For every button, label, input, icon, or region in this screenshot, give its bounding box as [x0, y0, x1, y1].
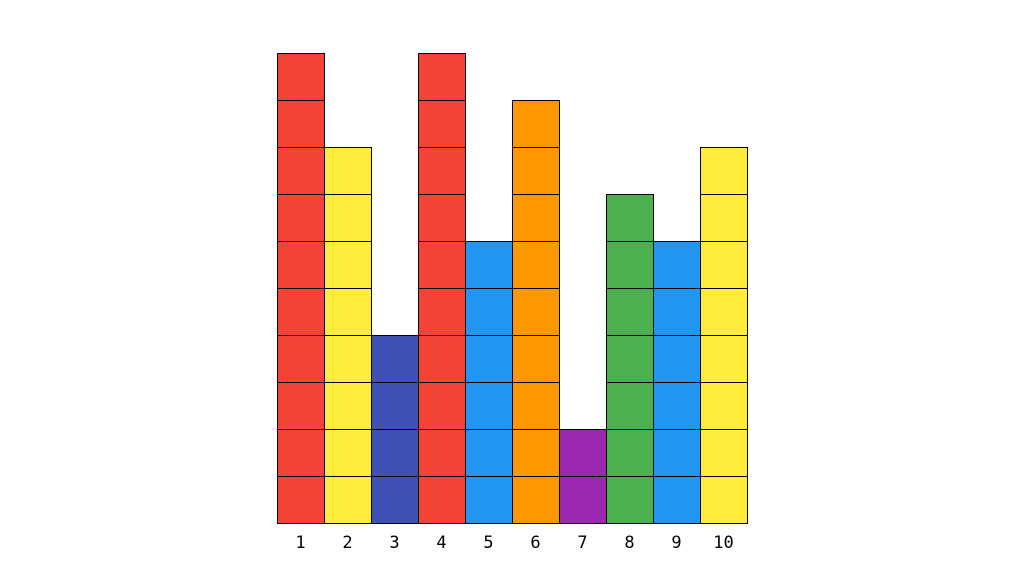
- bar-10-block-1: [700, 476, 748, 524]
- x-tick-label-6: 6: [530, 533, 540, 553]
- bar-9: [653, 241, 701, 524]
- bar-8-block-5: [606, 288, 654, 336]
- bar-5-block-1: [465, 476, 513, 524]
- bar-1-block-7: [277, 194, 325, 242]
- x-tick-label-5: 5: [483, 533, 493, 553]
- x-tick-label-7: 7: [577, 533, 587, 553]
- bar-5-block-5: [465, 288, 513, 336]
- bar-4-block-10: [418, 53, 466, 101]
- bar-9-block-6: [653, 241, 701, 289]
- bar-9-block-3: [653, 382, 701, 430]
- bar-1: [277, 53, 325, 524]
- bar-4-block-4: [418, 335, 466, 383]
- bar-10-block-3: [700, 382, 748, 430]
- bar-10-block-7: [700, 194, 748, 242]
- bar-1-block-6: [277, 241, 325, 289]
- bar-10-block-5: [700, 288, 748, 336]
- bar-6-block-8: [512, 147, 560, 195]
- bar-3-block-2: [371, 429, 419, 477]
- bar-4-block-5: [418, 288, 466, 336]
- bar-9-block-5: [653, 288, 701, 336]
- bar-1-block-2: [277, 429, 325, 477]
- bar-5: [465, 241, 513, 524]
- bar-5-block-4: [465, 335, 513, 383]
- bars-group: [277, 53, 748, 524]
- bar-4-block-6: [418, 241, 466, 289]
- bar-6-block-7: [512, 194, 560, 242]
- bar-4: [418, 53, 466, 524]
- bar-6-block-2: [512, 429, 560, 477]
- bar-8-block-6: [606, 241, 654, 289]
- x-tick-label-10: 10: [713, 533, 733, 553]
- x-tick-label-8: 8: [624, 533, 634, 553]
- bar-5-block-2: [465, 429, 513, 477]
- bar-2-block-1: [324, 476, 372, 524]
- x-tick-label-2: 2: [342, 533, 352, 553]
- bar-8: [606, 194, 654, 524]
- bar-5-block-3: [465, 382, 513, 430]
- bar-2-block-7: [324, 194, 372, 242]
- bar-6-block-4: [512, 335, 560, 383]
- bar-1-block-8: [277, 147, 325, 195]
- bar-6-block-1: [512, 476, 560, 524]
- bar-4-block-1: [418, 476, 466, 524]
- bar-6: [512, 100, 560, 524]
- x-tick-label-3: 3: [389, 533, 399, 553]
- bar-10-block-2: [700, 429, 748, 477]
- bar-6-block-5: [512, 288, 560, 336]
- bar-1-block-10: [277, 53, 325, 101]
- bar-9-block-2: [653, 429, 701, 477]
- bar-10: [700, 147, 748, 524]
- bar-8-block-1: [606, 476, 654, 524]
- bar-9-block-1: [653, 476, 701, 524]
- bar-3: [371, 335, 419, 524]
- bar-6-block-3: [512, 382, 560, 430]
- bar-3-block-3: [371, 382, 419, 430]
- bar-8-block-4: [606, 335, 654, 383]
- bar-4-block-8: [418, 147, 466, 195]
- bar-7-block-2: [559, 429, 607, 477]
- bar-4-block-9: [418, 100, 466, 148]
- bar-2-block-8: [324, 147, 372, 195]
- bar-10-block-8: [700, 147, 748, 195]
- bar-3-block-4: [371, 335, 419, 383]
- bar-7-block-1: [559, 476, 607, 524]
- bar-8-block-7: [606, 194, 654, 242]
- bar-1-block-5: [277, 288, 325, 336]
- bar-10-block-4: [700, 335, 748, 383]
- bar-6-block-9: [512, 100, 560, 148]
- bar-2-block-4: [324, 335, 372, 383]
- x-tick-label-4: 4: [436, 533, 446, 553]
- bar-10-block-6: [700, 241, 748, 289]
- bar-2-block-2: [324, 429, 372, 477]
- bar-1-block-4: [277, 335, 325, 383]
- bar-2-block-5: [324, 288, 372, 336]
- bar-5-block-6: [465, 241, 513, 289]
- bar-2-block-3: [324, 382, 372, 430]
- bar-2-block-6: [324, 241, 372, 289]
- x-tick-labels: 1 2 3 4 5 6 7 8 9 10: [295, 533, 733, 553]
- bar-2: [324, 147, 372, 524]
- x-tick-label-1: 1: [295, 533, 305, 553]
- bar-7: [559, 429, 607, 524]
- bar-8-block-2: [606, 429, 654, 477]
- bar-1-block-3: [277, 382, 325, 430]
- bar-8-block-3: [606, 382, 654, 430]
- bar-4-block-7: [418, 194, 466, 242]
- bar-3-block-1: [371, 476, 419, 524]
- bar-4-block-2: [418, 429, 466, 477]
- bar-9-block-4: [653, 335, 701, 383]
- bar-1-block-1: [277, 476, 325, 524]
- bar-4-block-3: [418, 382, 466, 430]
- x-tick-label-9: 9: [671, 533, 681, 553]
- bar-1-block-9: [277, 100, 325, 148]
- bar-6-block-6: [512, 241, 560, 289]
